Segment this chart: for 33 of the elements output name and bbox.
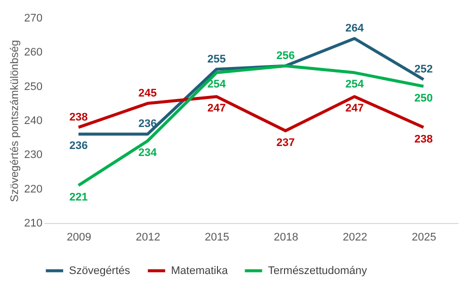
legend-label: Matematika	[171, 264, 229, 277]
data-label: 236	[69, 140, 88, 152]
x-tick-label: 2009	[66, 232, 92, 244]
data-label: 256	[276, 50, 295, 62]
y-tick-label: 270	[24, 12, 42, 24]
y-tick-label: 260	[24, 46, 42, 59]
data-label: 221	[69, 191, 88, 204]
data-label: 247	[345, 102, 364, 115]
y-tick-label: 210	[24, 218, 42, 230]
data-label: 255	[207, 53, 226, 66]
legend-label: Szövegértés	[69, 264, 131, 277]
x-tick-label: 2018	[274, 232, 298, 244]
x-tick-label: 2022	[342, 232, 368, 244]
data-label: 252	[414, 64, 433, 76]
data-label: 254	[345, 78, 365, 91]
data-label: 247	[207, 102, 226, 115]
data-label: 237	[276, 136, 295, 149]
y-tick-label: 250	[24, 80, 42, 93]
y-tick-label: 230	[24, 149, 42, 162]
y-axis-title: Szövegértés pontszámkülönbség	[9, 40, 22, 202]
x-tick-label: 2015	[204, 232, 230, 244]
x-tick-label: 2025	[412, 232, 436, 244]
data-label: 264	[345, 22, 365, 34]
data-label: 234	[138, 147, 158, 159]
y-tick-label: 240	[24, 115, 42, 127]
x-tick-label: 2012	[136, 232, 160, 244]
data-label: 250	[414, 92, 433, 104]
legend-label: Természettudomány	[268, 264, 368, 277]
data-label: 238	[414, 133, 433, 146]
data-label: 245	[138, 87, 157, 100]
data-label: 238	[69, 111, 88, 124]
y-tick-label: 220	[24, 183, 42, 196]
data-label: 254	[207, 78, 227, 91]
